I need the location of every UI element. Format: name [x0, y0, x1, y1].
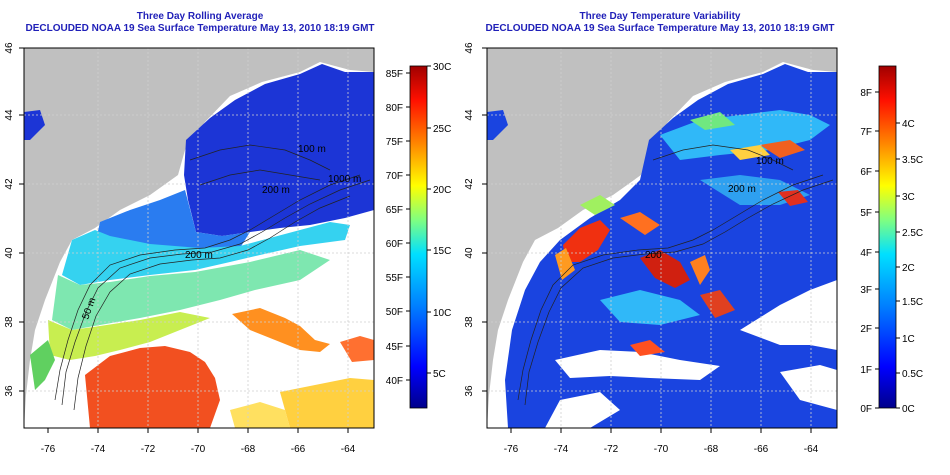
right-y-tick: 38	[464, 316, 475, 328]
left-colorbar-f-label: 45F	[386, 342, 403, 353]
left-y-tick: 44	[4, 109, 15, 121]
right-y-axis: 36 38 40 42 44 46	[464, 42, 487, 397]
right-x-tick: -64	[804, 444, 819, 455]
left-colorbar-c-label: 15C	[433, 246, 451, 257]
right-colorbar-f-label: 4F	[860, 248, 872, 259]
right-title-line1: Three Day Temperature Variability	[579, 11, 741, 22]
right-y-tick: 42	[464, 178, 475, 190]
right-colorbar-c-label: 0.5C	[902, 369, 923, 380]
right-colorbar-c-label: 2.5C	[902, 228, 923, 239]
right-x-tick: -68	[704, 444, 719, 455]
left-colorbar: 85F 80F 75F 70F 65F 60F 55F 50F 45F 40F …	[386, 62, 451, 409]
right-colorbar-c-label: 3.5C	[902, 155, 923, 166]
left-colorbar-f-label: 40F	[386, 376, 403, 387]
right-bathymetry-contours	[517, 144, 834, 406]
right-colorbar-c-label: 0C	[902, 404, 915, 415]
left-y-tick: 38	[4, 316, 15, 328]
left-colorbar-f-label: 75F	[386, 137, 403, 148]
right-variability-map: 200 100 m 200 m	[486, 47, 838, 429]
left-colorbar-c-label: 5C	[433, 369, 446, 380]
right-y-tick: 46	[464, 42, 475, 54]
left-x-tick: -68	[241, 444, 256, 455]
left-contour-label: 1000 m	[328, 174, 361, 185]
right-colorbar-f-label: 8F	[860, 88, 872, 99]
right-x-axis: -76 -74 -72 -70 -68 -66 -64	[504, 428, 819, 455]
right-colorbar-f-label: 3F	[860, 285, 872, 296]
right-title-line2: DECLOUDED NOAA 19 Sea Surface Temperatur…	[485, 23, 835, 34]
right-x-tick: -76	[504, 444, 519, 455]
left-land-mass	[24, 48, 374, 428]
right-x-tick: -72	[604, 444, 619, 455]
left-graticule	[24, 48, 374, 428]
left-colorbar-f-label: 60F	[386, 239, 403, 250]
right-colorbar-f-label: 7F	[860, 127, 872, 138]
left-colorbar-c-label: 20C	[433, 185, 451, 196]
left-x-axis: -76 -74 -72 -70 -68 -66 -64	[41, 428, 356, 455]
right-x-tick: -74	[554, 444, 569, 455]
left-contour-label: 200 m	[262, 185, 290, 196]
left-map-title: Three Day Rolling Average DECLOUDED NOAA…	[0, 11, 400, 35]
left-colorbar-c-label: 25C	[433, 124, 451, 135]
left-y-tick: 42	[4, 178, 15, 190]
right-colorbar-c-label: 2C	[902, 263, 915, 274]
right-colorbar-c-label: 3C	[902, 192, 915, 203]
left-x-tick: -74	[91, 444, 106, 455]
left-y-tick: 46	[4, 42, 15, 54]
right-colorbar-f-label: 2F	[860, 324, 872, 335]
right-colorbar-c-label: 1.5C	[902, 297, 923, 308]
left-title-line2: DECLOUDED NOAA 19 Sea Surface Temperatur…	[25, 23, 375, 34]
right-contour-label: 200	[645, 250, 662, 261]
left-title-line1: Three Day Rolling Average	[136, 11, 264, 22]
left-x-tick: -76	[41, 444, 56, 455]
left-cold-water	[24, 64, 374, 236]
left-bathymetry-contours	[54, 144, 371, 411]
right-x-tick: -70	[654, 444, 669, 455]
right-colorbar-f-label: 1F	[860, 365, 872, 376]
left-contour-label: 100 m	[298, 144, 326, 155]
right-graticule	[487, 48, 837, 428]
left-x-tick: -66	[291, 444, 306, 455]
right-contour-label: 100 m	[756, 156, 784, 167]
left-y-axis: 36 38 40 42 44 46	[4, 42, 24, 397]
left-colorbar-f-label: 85F	[386, 69, 403, 80]
left-y-tick: 36	[4, 385, 15, 397]
right-y-tick: 44	[464, 109, 475, 121]
right-x-tick: -66	[754, 444, 769, 455]
left-colorbar-f-label: 55F	[386, 273, 403, 284]
left-colorbar-f-label: 65F	[386, 205, 403, 216]
right-y-tick: 40	[464, 247, 475, 259]
left-colorbar-f-label: 80F	[386, 103, 403, 114]
left-colorbar-c-label: 30C	[433, 62, 451, 73]
left-contour-label: 200 m	[185, 250, 213, 261]
left-x-tick: -64	[341, 444, 356, 455]
right-colorbar-c-label: 4C	[902, 119, 915, 130]
left-colorbar-c-label: 10C	[433, 308, 451, 319]
left-x-tick: -70	[191, 444, 206, 455]
left-colorbar-f-label: 70F	[386, 171, 403, 182]
right-colorbar-f-label: 5F	[860, 208, 872, 219]
left-x-tick: -72	[141, 444, 156, 455]
left-colorbar-f-label: 50F	[386, 307, 403, 318]
right-colorbar-f-label: 6F	[860, 167, 872, 178]
right-colorbar-c-label: 1C	[902, 334, 915, 345]
right-land-mass	[487, 48, 837, 428]
right-y-tick: 36	[464, 385, 475, 397]
right-map-title: Three Day Temperature Variability DECLOU…	[460, 11, 860, 35]
right-contour-label: 200 m	[728, 184, 756, 195]
left-map-plot: 50 m 200 m 100 m 200 m 1000 m	[23, 47, 375, 429]
right-colorbar: 8F 7F 6F 5F 4F 3F 2F 1F 0F 4C 3.5C 3C 2.…	[860, 65, 923, 415]
left-y-tick: 40	[4, 247, 15, 259]
right-colorbar-f-label: 0F	[860, 404, 872, 415]
